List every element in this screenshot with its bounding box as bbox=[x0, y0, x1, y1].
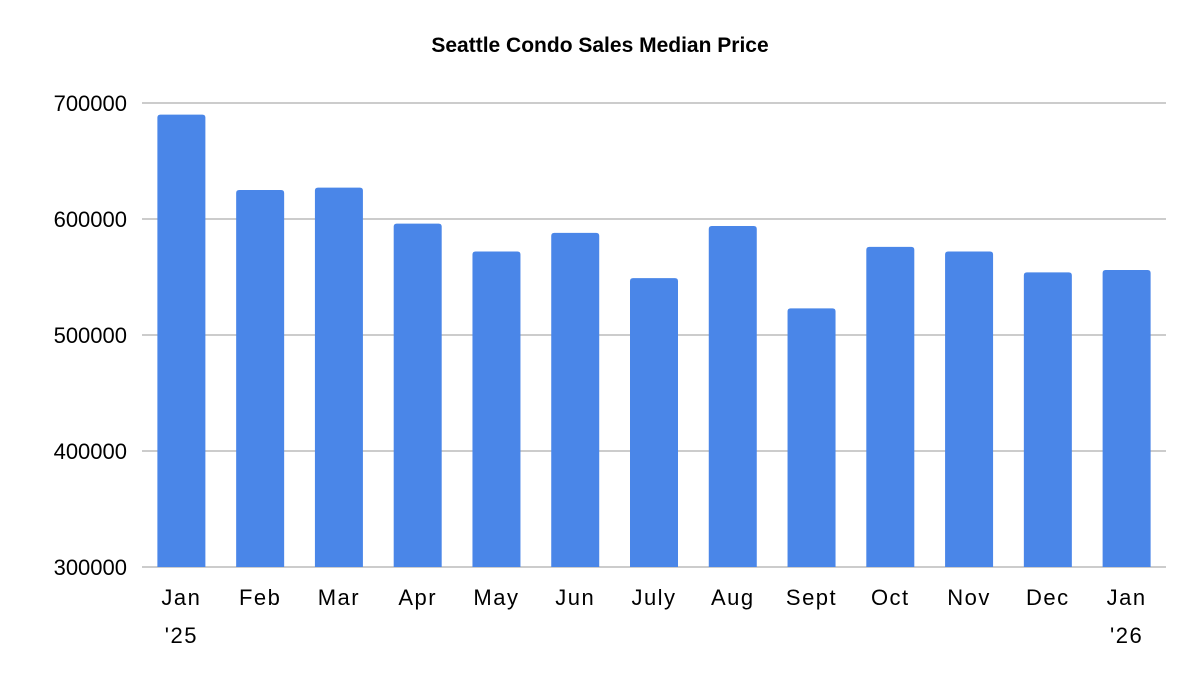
x-tick-label: May bbox=[473, 585, 519, 610]
x-tick-label: '26 bbox=[1110, 623, 1143, 648]
y-tick-label: 700000 bbox=[54, 91, 127, 116]
bar bbox=[1023, 272, 1072, 567]
bar bbox=[630, 278, 678, 567]
x-tick-label: Dec bbox=[1026, 585, 1070, 610]
x-tick-label: Jun bbox=[555, 585, 595, 610]
y-tick-label: 500000 bbox=[54, 323, 127, 348]
x-tick-label: Nov bbox=[947, 585, 991, 610]
x-tick-label: Jan bbox=[161, 585, 201, 610]
bar bbox=[236, 190, 285, 567]
x-tick-label: Feb bbox=[239, 585, 281, 610]
x-tick-label: Mar bbox=[318, 585, 360, 610]
x-tick-label: Aug bbox=[711, 585, 755, 610]
bar bbox=[472, 251, 521, 568]
x-tick-label: Oct bbox=[871, 585, 910, 610]
bar bbox=[393, 223, 442, 567]
x-tick-label: Jan bbox=[1107, 585, 1147, 610]
x-tick-label: July bbox=[631, 585, 676, 610]
y-tick-label: 300000 bbox=[54, 555, 127, 580]
bar bbox=[866, 246, 915, 567]
x-tick-label: Sept bbox=[786, 585, 837, 610]
y-tick-label: 600000 bbox=[54, 207, 127, 232]
bar bbox=[787, 308, 836, 567]
bar bbox=[157, 114, 206, 567]
bar bbox=[945, 251, 994, 568]
chart-title: Seattle Condo Sales Median Price bbox=[431, 34, 769, 57]
bar bbox=[314, 187, 363, 567]
y-tick-label: 400000 bbox=[54, 439, 127, 464]
x-tick-label: Apr bbox=[398, 585, 437, 610]
bar bbox=[551, 232, 600, 568]
bar bbox=[1102, 270, 1151, 567]
x-tick-label: '25 bbox=[165, 623, 198, 648]
bar bbox=[708, 225, 757, 567]
